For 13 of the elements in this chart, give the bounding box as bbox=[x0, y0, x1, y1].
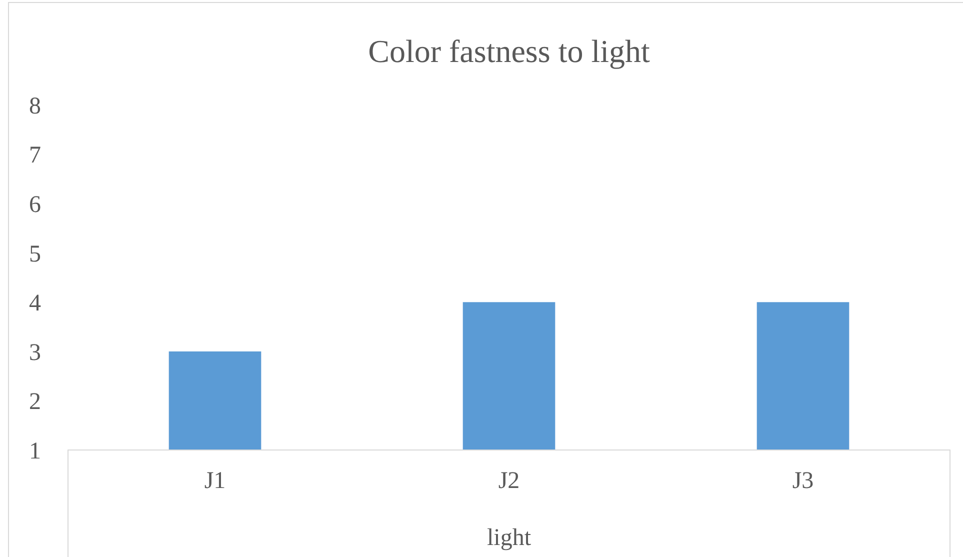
x-tick-label: J2 bbox=[498, 468, 520, 494]
y-tick-label: 8 bbox=[29, 93, 41, 120]
y-tick-label: 3 bbox=[29, 340, 41, 366]
x-axis-title: light bbox=[486, 525, 532, 551]
y-tick-label: 5 bbox=[29, 241, 41, 268]
chart-title: Color fastness to light bbox=[368, 33, 650, 69]
y-tick-label: 2 bbox=[29, 389, 41, 416]
x-tick-label: J1 bbox=[204, 468, 226, 494]
y-tick-label: 4 bbox=[29, 290, 41, 317]
y-tick-label: 7 bbox=[29, 142, 41, 169]
y-tick-label: 1 bbox=[29, 438, 41, 464]
x-tick-label: J3 bbox=[792, 468, 814, 494]
y-tick-label: 6 bbox=[29, 192, 41, 218]
